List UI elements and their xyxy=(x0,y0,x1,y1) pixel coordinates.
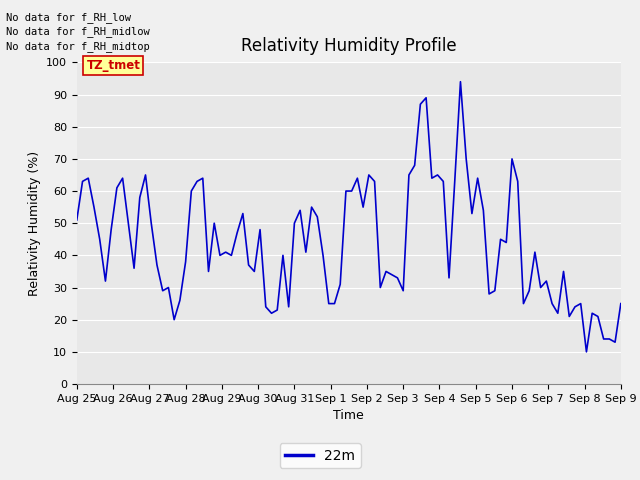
Text: TZ_tmet: TZ_tmet xyxy=(86,59,140,72)
X-axis label: Time: Time xyxy=(333,409,364,422)
Y-axis label: Relativity Humidity (%): Relativity Humidity (%) xyxy=(28,151,40,296)
Legend: 22m: 22m xyxy=(280,443,360,468)
Title: Relativity Humidity Profile: Relativity Humidity Profile xyxy=(241,37,456,55)
Text: No data for f_RH_midlow: No data for f_RH_midlow xyxy=(6,26,150,37)
Text: No data for f_RH_midtop: No data for f_RH_midtop xyxy=(6,41,150,52)
Text: No data for f_RH_low: No data for f_RH_low xyxy=(6,12,131,23)
